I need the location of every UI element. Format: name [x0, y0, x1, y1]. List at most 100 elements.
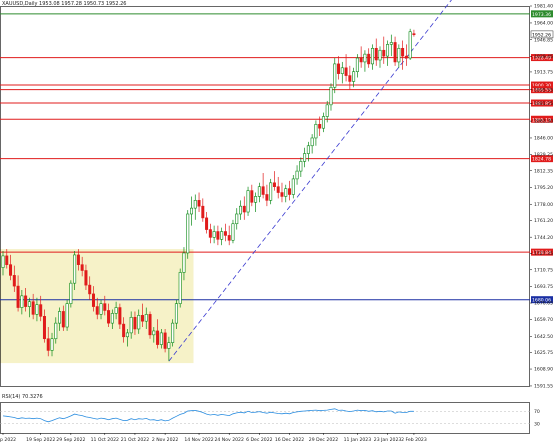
candle [280, 182, 284, 203]
candle [110, 309, 114, 329]
candle-body [408, 31, 412, 59]
candle-body [333, 63, 337, 88]
candle [367, 48, 371, 68]
candle-body [284, 188, 288, 197]
candle-body [212, 231, 216, 238]
candle-body [397, 47, 401, 63]
candle-body [171, 322, 175, 343]
rsi-line [2, 408, 414, 423]
candle-body [269, 182, 273, 201]
candle-body [16, 285, 20, 308]
candle-body [299, 161, 303, 172]
candle [156, 319, 160, 349]
y-tick-label: 1913.75 [534, 70, 553, 76]
candle [125, 328, 129, 347]
level-label: 1728.84 [532, 250, 551, 256]
candle-body [95, 306, 99, 315]
y-tick-label: 1981.40 [534, 4, 553, 10]
candle-body [227, 235, 231, 241]
candle-body [118, 307, 122, 325]
candle [152, 327, 156, 343]
candle [76, 249, 80, 271]
candle-body [378, 49, 382, 61]
candle-body [35, 304, 39, 315]
candle-body [20, 295, 24, 308]
candle-body [107, 310, 111, 324]
candle-body [84, 270, 88, 286]
candle-body [329, 86, 333, 106]
candle-body [359, 57, 363, 63]
candle-body [246, 190, 250, 213]
candle [265, 184, 269, 207]
candle-body [288, 188, 292, 195]
candle-body [88, 284, 92, 295]
x-tick-label: 5 Sep 2022 [0, 437, 16, 443]
candle-body [1, 255, 5, 268]
candle [24, 288, 28, 312]
candle [99, 299, 103, 320]
level-label-bg [531, 99, 553, 107]
candle [321, 112, 325, 133]
candle-body [197, 200, 201, 207]
candle [9, 254, 13, 281]
rsi-pane-border [0, 402, 530, 434]
candle-body [265, 194, 269, 201]
candle-body [122, 323, 126, 338]
candle-body [193, 200, 197, 209]
candle [246, 186, 250, 216]
y-tick-label: 1591.55 [534, 384, 553, 390]
candle-body [163, 332, 167, 349]
candle-body [133, 316, 137, 330]
candle-body [61, 311, 65, 328]
candle [114, 301, 118, 320]
x-tick-label: 11 Oct 2022 [91, 437, 119, 443]
candle-body [125, 332, 129, 338]
candle-body [144, 314, 148, 322]
candle-body [352, 71, 356, 82]
candle-body [250, 190, 254, 203]
y-tick-label: 1625.75 [534, 350, 553, 356]
candle-body [231, 223, 235, 241]
candle-body [321, 116, 325, 129]
level-label-bg [531, 54, 553, 62]
candle [144, 307, 148, 329]
candle [299, 157, 303, 177]
candle-body [220, 231, 224, 240]
candle [91, 286, 95, 312]
candle-body [140, 315, 144, 322]
level-label: 1928.49 [532, 56, 551, 62]
candle [329, 83, 333, 111]
candle-body [65, 303, 69, 328]
candle [340, 61, 344, 84]
candle-body [156, 330, 160, 345]
candle-body [382, 49, 386, 57]
current-price-label: 1952.26 [532, 32, 551, 38]
y-tick-label: 1642.50 [534, 334, 553, 340]
candle-body [76, 254, 80, 265]
candle-body [412, 33, 416, 35]
candle-body [235, 213, 239, 225]
candle-body [205, 217, 209, 230]
candle-body [242, 205, 246, 213]
candle-body [99, 303, 103, 315]
candle [103, 295, 107, 316]
candle [27, 297, 31, 318]
candle [393, 36, 397, 66]
candle [140, 303, 144, 328]
candle [88, 276, 92, 300]
candle [31, 293, 35, 320]
candle [344, 54, 348, 82]
y-tick-label: 1710.75 [534, 267, 553, 273]
candle [201, 198, 205, 222]
candle-body [401, 47, 405, 57]
level-label-bg [531, 86, 553, 94]
candle [404, 44, 408, 66]
candle-body [174, 303, 178, 324]
y-tick-label: 1881.25 [534, 101, 553, 107]
level-label: 1881.85 [532, 101, 551, 107]
candle-body [310, 137, 314, 147]
candle [374, 38, 378, 66]
price-pane-border [0, 6, 530, 387]
x-tick-label: 14 Nov 2022 [184, 437, 213, 443]
